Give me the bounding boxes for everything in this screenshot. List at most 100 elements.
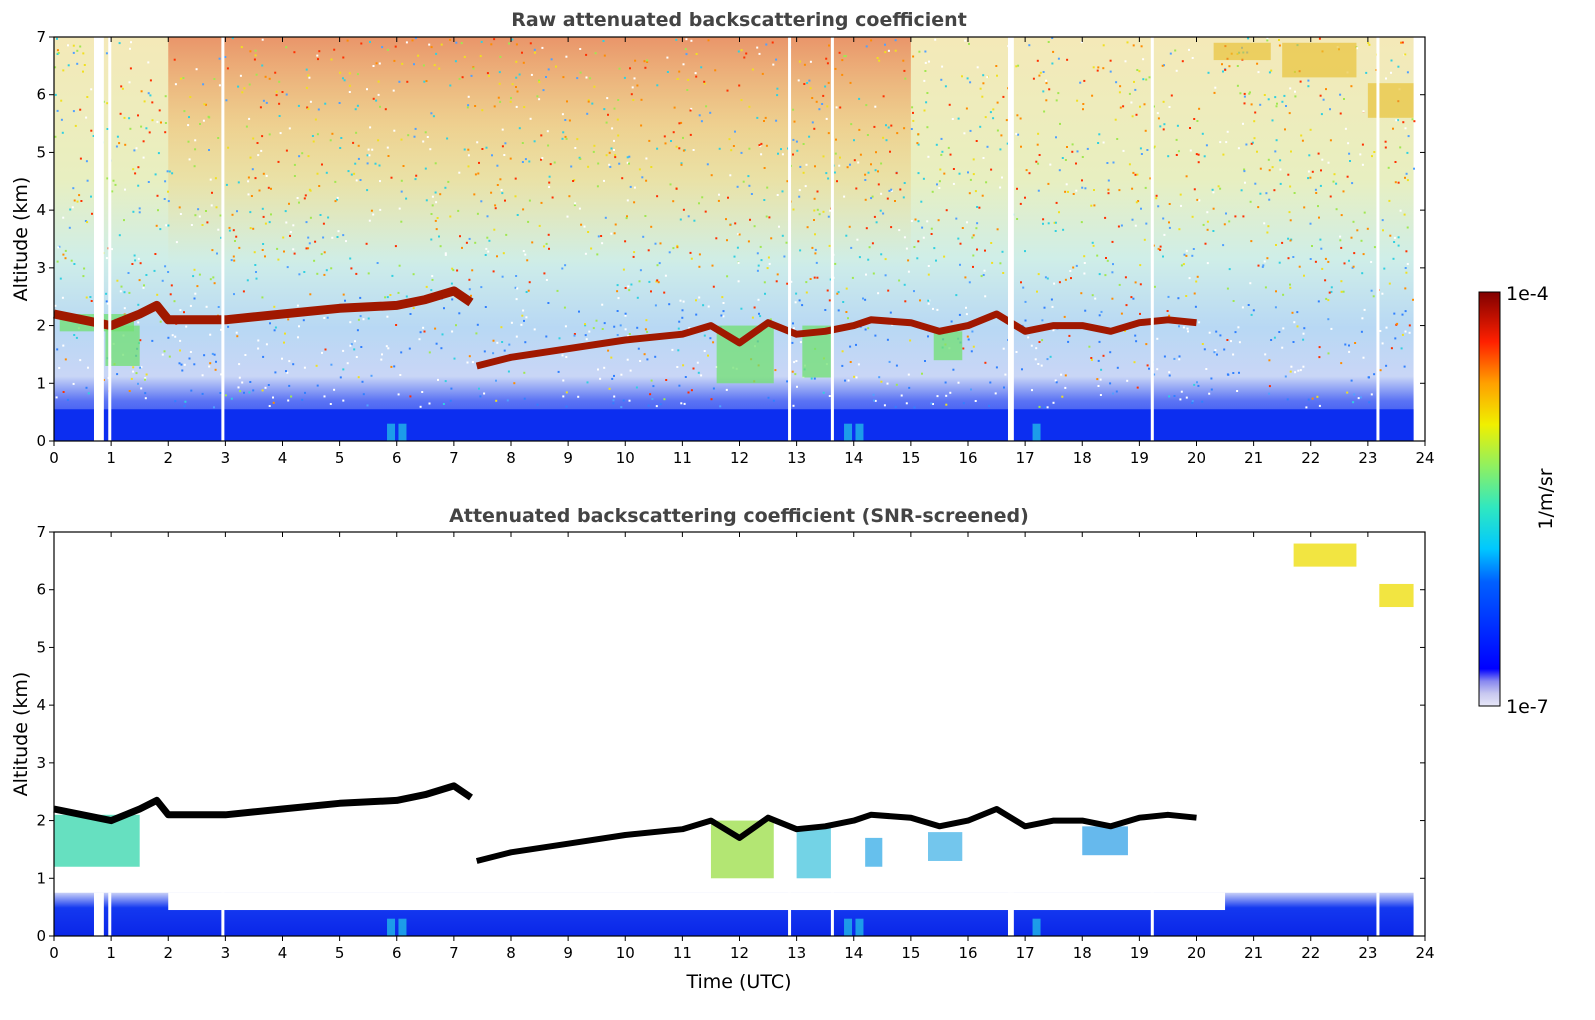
noise-pixel	[244, 354, 247, 356]
noise-pixel	[698, 265, 701, 268]
noise-pixel	[1042, 222, 1044, 225]
noise-pixel	[760, 142, 763, 145]
noise-pixel	[675, 145, 678, 148]
noise-pixel	[507, 370, 510, 373]
noise-pixel	[663, 135, 666, 138]
noise-pixel	[130, 41, 132, 44]
noise-pixel	[1075, 162, 1077, 165]
noise-pixel	[924, 70, 927, 72]
noise-pixel	[1268, 359, 1271, 362]
noise-pixel	[1292, 341, 1295, 343]
noise-pixel	[305, 247, 308, 250]
noise-pixel	[1206, 211, 1209, 214]
noise-pixel	[156, 293, 159, 296]
noise-pixel	[1300, 134, 1303, 137]
noise-pixel	[957, 381, 960, 384]
noise-pixel	[540, 201, 543, 204]
noise-pixel	[1297, 369, 1300, 372]
noise-pixel	[213, 406, 215, 409]
noise-pixel	[1404, 127, 1407, 130]
noise-pixel	[1156, 368, 1159, 371]
noise-pixel	[434, 219, 437, 222]
noise-pixel	[1212, 191, 1215, 194]
noise-pixel	[233, 259, 236, 262]
noise-pixel	[772, 63, 775, 66]
y-tick-label: 1	[36, 869, 46, 887]
noise-pixel	[215, 360, 217, 363]
noise-pixel	[74, 124, 77, 127]
noise-pixel	[888, 189, 891, 192]
noise-pixel	[543, 245, 545, 248]
noise-pixel	[976, 206, 979, 208]
noise-pixel	[865, 227, 868, 230]
noise-pixel	[496, 164, 499, 167]
noise-pixel	[1270, 339, 1273, 341]
noise-pixel	[366, 162, 369, 165]
noise-pixel	[449, 38, 452, 41]
noise-pixel	[188, 158, 191, 161]
noise-pixel	[366, 189, 369, 192]
noise-pixel	[841, 350, 844, 353]
noise-pixel	[1201, 132, 1204, 135]
noise-pixel	[870, 163, 872, 166]
noise-pixel	[325, 269, 328, 272]
noise-pixel	[952, 168, 955, 170]
noise-pixel	[1118, 189, 1121, 192]
noise-pixel	[996, 228, 999, 231]
noise-pixel	[675, 187, 678, 190]
noise-pixel	[776, 273, 779, 276]
noise-pixel	[1204, 242, 1207, 245]
top-y-axis-label: Altitude (km)	[10, 177, 32, 302]
noise-pixel	[1253, 137, 1256, 140]
noise-pixel	[845, 311, 848, 313]
noise-pixel	[417, 54, 420, 57]
noise-pixel	[1282, 293, 1285, 296]
noise-pixel	[902, 196, 905, 199]
noise-pixel	[1362, 253, 1365, 256]
noise-pixel	[1183, 253, 1186, 256]
noise-pixel	[957, 117, 960, 120]
noise-pixel	[536, 403, 539, 406]
noise-pixel	[984, 361, 987, 364]
noise-pixel	[524, 341, 527, 344]
noise-pixel	[628, 399, 631, 402]
noise-pixel	[883, 404, 886, 407]
noise-pixel	[1139, 312, 1141, 315]
noise-pixel	[1303, 327, 1306, 330]
noise-pixel	[1144, 129, 1147, 132]
noise-pixel	[1362, 356, 1365, 359]
noise-pixel	[1124, 276, 1127, 279]
noise-pixel	[1096, 69, 1099, 72]
noise-pixel	[1037, 132, 1040, 135]
noise-pixel	[624, 314, 627, 317]
noise-pixel	[386, 146, 389, 149]
noise-pixel	[503, 349, 506, 352]
noise-pixel	[628, 155, 631, 158]
noise-pixel	[254, 49, 257, 52]
noise-pixel	[1207, 71, 1210, 74]
noise-pixel	[405, 41, 408, 44]
noise-pixel	[119, 112, 122, 115]
noise-pixel	[526, 259, 529, 262]
noise-pixel	[398, 80, 401, 83]
noise-pixel	[781, 234, 784, 237]
noise-pixel	[90, 195, 92, 198]
noise-pixel	[1408, 331, 1411, 334]
noise-pixel	[837, 309, 840, 312]
noise-pixel	[444, 252, 447, 255]
noise-pixel	[1405, 271, 1408, 274]
noise-pixel	[1320, 169, 1322, 172]
noise-pixel	[610, 232, 613, 235]
noise-pixel	[964, 276, 967, 279]
noise-pixel	[1287, 237, 1290, 240]
noise-pixel	[1244, 181, 1246, 184]
noise-pixel	[498, 82, 501, 85]
noise-pixel	[1217, 185, 1220, 188]
noise-pixel	[1250, 142, 1253, 145]
noise-pixel	[970, 350, 973, 353]
noise-pixel	[441, 333, 444, 336]
noise-pixel	[123, 219, 125, 222]
noise-pixel	[1389, 234, 1392, 237]
noise-pixel	[484, 254, 487, 256]
noise-pixel	[1382, 229, 1384, 232]
